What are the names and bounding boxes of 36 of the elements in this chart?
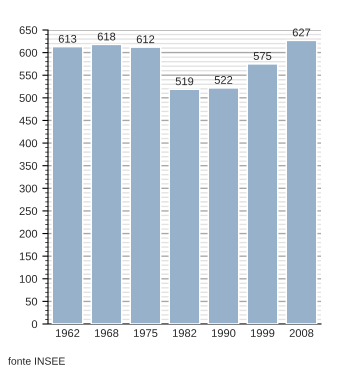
bar <box>130 46 162 324</box>
y-tick-label: 550 <box>19 72 38 80</box>
y-tick-label: 350 <box>19 162 38 170</box>
source-note: fonte INSEE <box>8 357 65 365</box>
x-tick-label: 1962 <box>56 329 80 338</box>
data-label: 575 <box>254 52 272 60</box>
y-tick-label: 600 <box>20 48 38 57</box>
data-label: 618 <box>98 32 116 40</box>
y-tick-label: 650 <box>20 26 38 34</box>
data-label: 613 <box>58 34 76 43</box>
bar <box>208 87 240 324</box>
y-tick-label: 300 <box>19 184 38 192</box>
y-tick-label: 400 <box>19 139 38 148</box>
bar <box>246 63 278 324</box>
bar <box>168 88 200 324</box>
y-tick-label: 100 <box>20 275 38 283</box>
bar <box>52 46 84 324</box>
data-label: 612 <box>136 35 154 44</box>
data-label: 519 <box>176 77 194 86</box>
y-tick-label: 250 <box>20 207 38 216</box>
x-tick-label: 1975 <box>134 329 158 338</box>
data-label: 522 <box>214 76 232 84</box>
x-tick-label: 1999 <box>250 329 274 338</box>
y-tick-label: 450 <box>19 116 38 125</box>
y-tick-label: 500 <box>19 94 38 102</box>
bar <box>90 44 122 324</box>
x-tick-label: 1990 <box>212 329 236 338</box>
x-tick-label: 2008 <box>290 329 314 338</box>
x-tick-label: 1982 <box>172 329 196 338</box>
y-tick-label: 200 <box>20 230 38 238</box>
y-tick-label: 0 <box>32 320 38 328</box>
data-label: 627 <box>292 28 310 36</box>
y-tick-label: 150 <box>20 252 38 260</box>
bar <box>286 40 318 324</box>
x-tick-label: 1968 <box>94 329 118 338</box>
y-tick-label: 50 <box>26 298 38 306</box>
